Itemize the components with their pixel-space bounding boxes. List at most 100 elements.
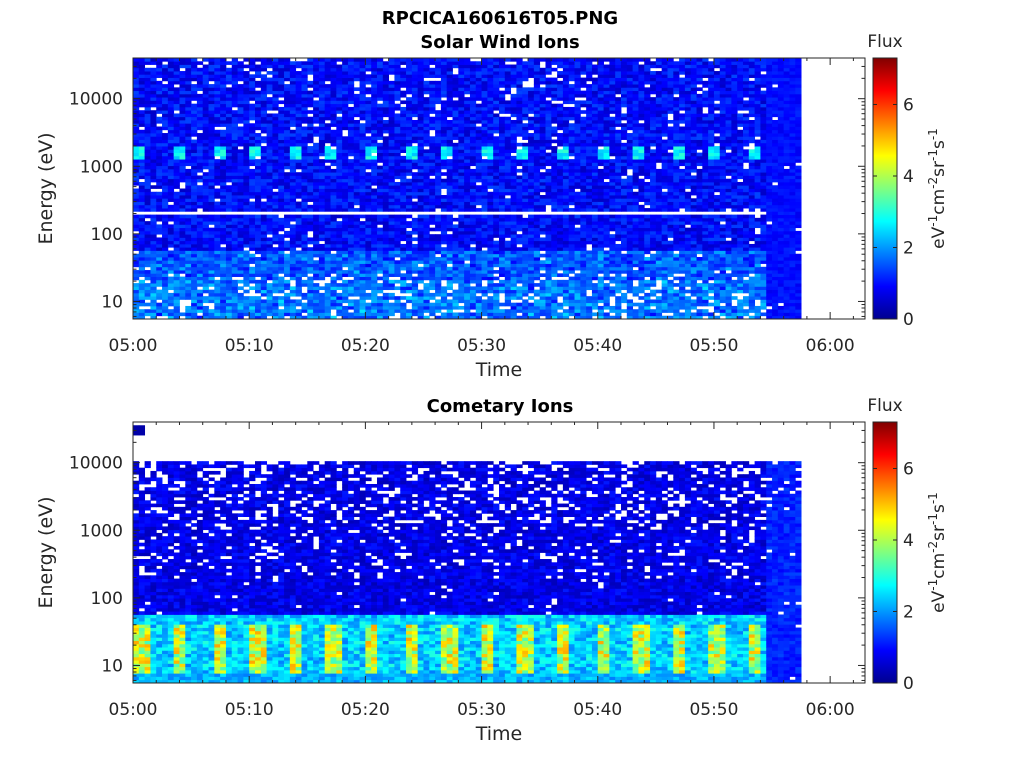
heatmap-cell xyxy=(208,240,215,245)
heatmap-cell xyxy=(493,195,500,199)
heatmap-cell xyxy=(458,142,465,147)
heatmap-cell xyxy=(377,302,384,307)
heatmap-cell xyxy=(214,93,221,98)
heatmap-cell xyxy=(347,142,355,147)
heatmap-cell xyxy=(487,191,494,196)
heatmap-cell xyxy=(284,100,291,105)
heatmap-cell xyxy=(260,299,268,304)
heatmap-cell xyxy=(342,260,349,264)
heatmap-cell xyxy=(220,90,227,95)
heatmap-cell xyxy=(266,139,273,144)
heatmap-cell xyxy=(377,84,384,88)
heatmap-cell xyxy=(429,71,436,75)
heatmap-cell xyxy=(429,119,436,124)
heatmap-cell xyxy=(272,139,279,144)
heatmap-cell xyxy=(382,71,390,75)
heatmap-cell xyxy=(458,201,465,206)
heatmap-cell xyxy=(365,302,372,307)
heatmap-cell xyxy=(179,243,186,248)
heatmap-cell xyxy=(359,165,366,170)
heatmap-cell xyxy=(307,214,314,219)
heatmap-cell xyxy=(417,162,424,167)
heatmap-cell xyxy=(435,139,442,144)
heatmap-cell xyxy=(284,299,291,304)
heatmap-cell xyxy=(162,292,169,297)
heatmap-cell xyxy=(162,142,169,147)
heatmap-cell xyxy=(191,106,198,111)
heatmap-cell xyxy=(481,146,488,150)
heatmap-cell xyxy=(499,172,506,176)
heatmap-cell xyxy=(493,302,500,307)
heatmap-cell xyxy=(516,142,523,147)
heatmap-cell xyxy=(138,80,146,85)
heatmap-cell xyxy=(220,224,227,229)
heatmap-cell xyxy=(469,168,477,173)
heatmap-cell xyxy=(458,299,465,304)
heatmap-cell xyxy=(278,155,285,160)
heatmap-cell xyxy=(173,260,180,264)
heatmap-cell xyxy=(342,123,349,127)
heatmap-cell xyxy=(382,253,390,258)
heatmap-cell xyxy=(318,84,326,88)
heatmap-cell xyxy=(371,159,378,163)
heatmap-cell xyxy=(208,309,215,313)
heatmap-cell xyxy=(475,97,482,101)
heatmap-cell xyxy=(493,142,500,147)
heatmap-cell xyxy=(167,97,175,101)
heatmap-cell xyxy=(185,71,192,75)
heatmap-cell xyxy=(179,270,186,274)
heatmap-cell xyxy=(185,162,192,167)
heatmap-cell xyxy=(266,312,273,317)
heatmap-cell xyxy=(318,172,326,176)
heatmap-cell xyxy=(231,113,238,118)
heatmap-cell xyxy=(324,250,331,255)
heatmap-cell xyxy=(487,90,494,95)
heatmap-cell xyxy=(458,208,465,212)
heatmap-cell xyxy=(301,240,308,245)
heatmap-cell xyxy=(301,87,308,92)
heatmap-cell xyxy=(388,58,395,62)
heatmap-cell xyxy=(196,159,204,163)
heatmap-cell xyxy=(133,217,140,222)
heatmap-cell xyxy=(144,129,151,134)
heatmap-cell xyxy=(220,263,227,268)
heatmap-cell xyxy=(284,84,291,88)
heatmap-cell xyxy=(156,71,163,75)
heatmap-cell xyxy=(313,110,320,114)
heatmap-cell xyxy=(260,106,268,111)
heatmap-cell xyxy=(214,159,221,163)
heatmap-cell xyxy=(295,224,302,229)
heatmap-cell xyxy=(359,230,366,235)
heatmap-cell xyxy=(266,178,273,183)
heatmap-cell xyxy=(423,87,430,92)
heatmap-cell xyxy=(260,146,268,150)
heatmap-cell xyxy=(260,227,268,232)
heatmap-cell xyxy=(446,240,453,245)
heatmap-cell xyxy=(353,123,360,127)
heatmap-cell xyxy=(504,270,512,274)
heatmap-cell xyxy=(394,146,401,150)
heatmap-cell xyxy=(191,71,198,75)
heatmap-cell xyxy=(469,119,477,124)
heatmap-cell xyxy=(324,227,331,232)
heatmap-cell xyxy=(272,185,279,189)
heatmap-cell xyxy=(289,312,297,317)
heatmap-cell xyxy=(266,142,273,147)
heatmap-cell xyxy=(196,195,204,199)
heatmap-cell xyxy=(417,84,424,88)
heatmap-cell xyxy=(522,168,529,173)
heatmap-cell xyxy=(301,159,308,163)
heatmap-cell xyxy=(487,103,494,108)
heatmap-cell xyxy=(382,84,390,88)
heatmap-cell xyxy=(167,133,175,137)
heatmap-cell xyxy=(156,195,163,199)
heatmap-cell xyxy=(162,214,169,219)
heatmap-cell xyxy=(336,149,343,154)
heatmap-cell xyxy=(150,74,157,78)
heatmap-cell xyxy=(481,208,488,212)
heatmap-cell xyxy=(289,97,297,101)
heatmap-cell xyxy=(307,204,314,209)
heatmap-cell xyxy=(475,250,482,255)
heatmap-cell xyxy=(167,175,175,180)
heatmap-cell xyxy=(365,237,372,242)
